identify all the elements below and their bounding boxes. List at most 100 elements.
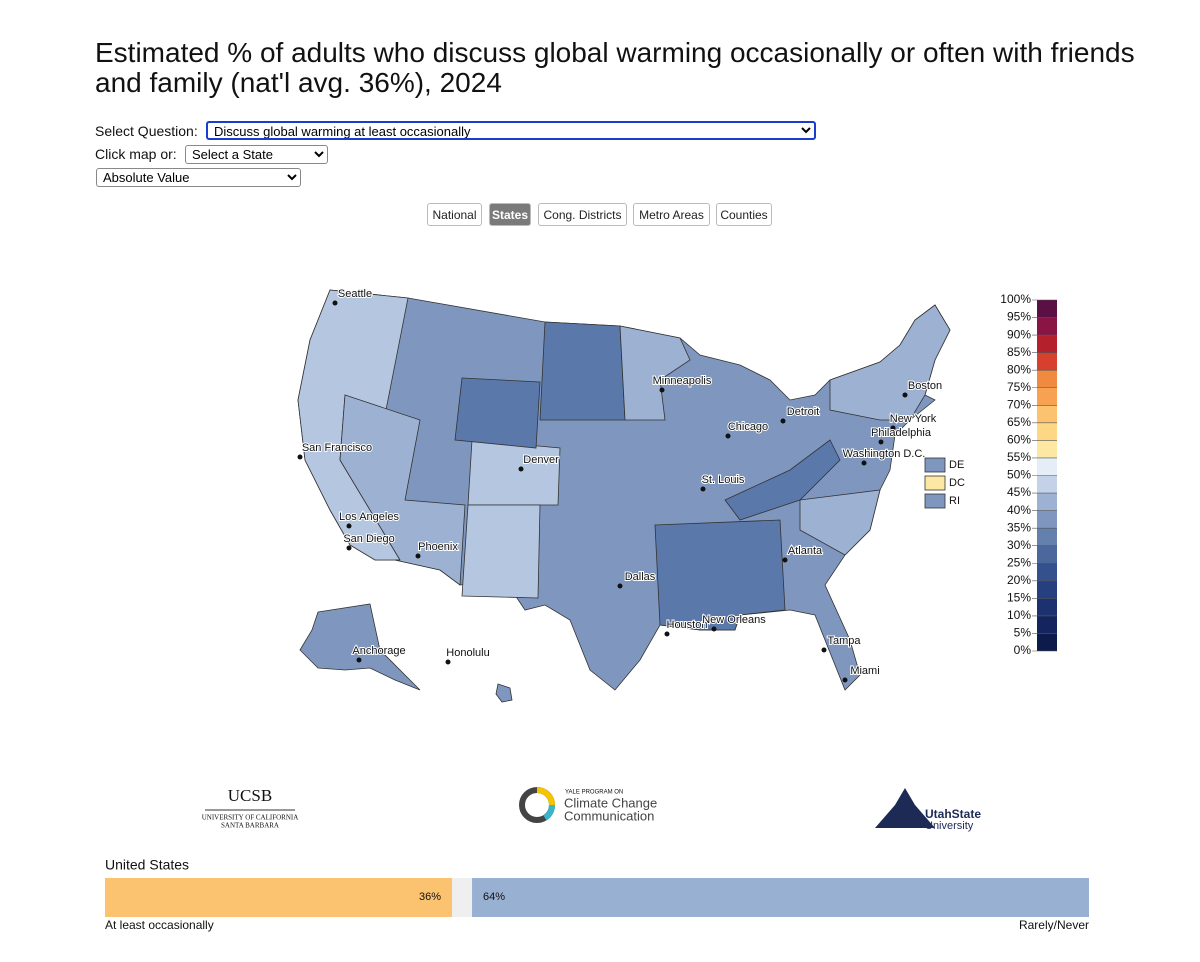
legend-swatch bbox=[1037, 598, 1057, 616]
legend-tick-label: 85% bbox=[1007, 345, 1031, 359]
summary-title: United States bbox=[105, 857, 189, 873]
yale-icon bbox=[536, 787, 555, 806]
city-label: Dallas bbox=[625, 571, 656, 583]
page-title: Estimated % of adults who discuss global… bbox=[95, 37, 1135, 98]
state-select[interactable]: Select a State bbox=[185, 145, 328, 164]
legend-tick-label: 30% bbox=[1007, 538, 1031, 552]
bar-segment bbox=[105, 878, 453, 917]
legend-tick-label: 65% bbox=[1007, 415, 1031, 429]
city-dot bbox=[346, 545, 352, 551]
legend-swatch bbox=[1037, 422, 1057, 441]
city-dot bbox=[700, 486, 706, 492]
legend-swatch bbox=[1037, 317, 1057, 336]
legend-swatch bbox=[1037, 528, 1057, 546]
usu-logo: University bbox=[925, 820, 974, 832]
ucsb-sub: SANTA BARBARA bbox=[221, 822, 279, 830]
bar-value-label: 36% bbox=[419, 891, 441, 903]
deep-south bbox=[654, 519, 786, 631]
us-mainland bbox=[297, 289, 951, 691]
city-label: Los Angeles bbox=[339, 511, 399, 523]
legend-tick-label: 0% bbox=[1014, 643, 1032, 657]
yale-logo: Communication bbox=[564, 808, 654, 823]
small-state-box bbox=[924, 493, 946, 509]
alaska bbox=[299, 603, 421, 691]
legend-tick-label: 95% bbox=[1007, 310, 1031, 324]
usu-icon bbox=[875, 788, 935, 828]
city-label: San Francisco bbox=[302, 442, 372, 454]
city-label: Seattle bbox=[338, 288, 372, 300]
logo-row: UCSB UNIVERSITY OF CALIFORNIA SANTA BARB… bbox=[202, 786, 982, 832]
city-dot bbox=[780, 418, 786, 424]
city-dot bbox=[659, 387, 665, 393]
legend-tick-label: 55% bbox=[1007, 450, 1031, 464]
city-label: Houston bbox=[667, 619, 708, 631]
city-label: Atlanta bbox=[788, 545, 823, 557]
hawaii bbox=[495, 683, 513, 703]
city-dot bbox=[332, 300, 338, 306]
legend-tick-label: 20% bbox=[1007, 573, 1031, 587]
legend-swatch bbox=[1037, 493, 1057, 511]
yale-icon bbox=[543, 804, 555, 821]
legend-swatch bbox=[1037, 475, 1057, 494]
city-label: Miami bbox=[850, 665, 879, 677]
legend-swatch bbox=[1037, 352, 1057, 371]
legend-tick-label: 5% bbox=[1014, 626, 1032, 640]
bar-gap bbox=[105, 878, 1089, 917]
tab-button[interactable]: Cong. Districts bbox=[538, 203, 627, 226]
bar-category-label: At least occasionally bbox=[105, 918, 214, 932]
city-dot bbox=[711, 626, 717, 632]
city-label: Tampa bbox=[827, 635, 861, 647]
bar-segment bbox=[472, 878, 1089, 917]
wyoming bbox=[454, 377, 541, 449]
mode-select[interactable]: Absolute Value bbox=[96, 168, 301, 187]
tab-button[interactable]: States bbox=[489, 203, 531, 226]
color-legend: 0% 5% 10% 15% 20% 25% 30% 35% 40% 45% 50% 55% 60% 65%… bbox=[1000, 292, 1057, 657]
legend-swatch bbox=[1037, 300, 1057, 318]
city-dot bbox=[821, 647, 827, 653]
small-state-box bbox=[924, 475, 946, 491]
legend-tick-label: 60% bbox=[1007, 433, 1031, 447]
northeast bbox=[829, 304, 951, 421]
click-label: Click map or: bbox=[95, 146, 177, 162]
city-dot bbox=[664, 631, 670, 637]
carolinas bbox=[799, 489, 881, 556]
kentucky-wv bbox=[724, 439, 841, 521]
legend-swatch bbox=[1037, 457, 1057, 476]
city-label: Chicago bbox=[728, 421, 768, 433]
city-dot bbox=[842, 677, 848, 683]
small-state-label: RI bbox=[949, 495, 960, 507]
tab-button[interactable]: Counties bbox=[716, 203, 772, 226]
west-coast bbox=[297, 289, 409, 561]
legend-swatch bbox=[1037, 633, 1057, 651]
city-dot bbox=[356, 657, 362, 663]
legend-swatch bbox=[1037, 510, 1057, 529]
city-label: Washington D.C. bbox=[843, 448, 926, 460]
city-dot bbox=[861, 460, 867, 466]
city-dot bbox=[518, 466, 524, 472]
city-label: Detroit bbox=[787, 406, 819, 418]
yale-small: YALE PROGRAM ON bbox=[565, 790, 623, 796]
summary-bar: United States 36% At least occasionally 64%… bbox=[105, 857, 1089, 932]
legend-tick-label: 10% bbox=[1007, 608, 1031, 622]
legend-tick-label: 45% bbox=[1007, 485, 1031, 499]
tab-button[interactable]: National bbox=[427, 203, 482, 226]
legend-tick-label: 90% bbox=[1007, 327, 1031, 341]
city-dot bbox=[346, 523, 352, 529]
new-mexico bbox=[461, 504, 541, 599]
dakotas bbox=[539, 321, 626, 421]
city-dot bbox=[902, 392, 908, 398]
question-select[interactable]: Discuss global warming at least occasion… bbox=[206, 121, 816, 140]
ucsb-logo: UCSB bbox=[228, 786, 272, 805]
legend-tick-label: 25% bbox=[1007, 555, 1031, 569]
tab-button[interactable]: Metro Areas bbox=[633, 203, 710, 226]
city-dot bbox=[415, 553, 421, 559]
legend-tick-label: 100% bbox=[1000, 292, 1031, 306]
city-label: Philadelphia bbox=[871, 427, 932, 439]
legend-tick-label: 75% bbox=[1007, 380, 1031, 394]
city-dot bbox=[782, 557, 788, 563]
city-label: Minneapolis bbox=[653, 375, 712, 387]
legend-tick-label: 40% bbox=[1007, 503, 1031, 517]
question-label: Select Question: bbox=[95, 123, 198, 139]
legend-swatch bbox=[1037, 545, 1057, 564]
